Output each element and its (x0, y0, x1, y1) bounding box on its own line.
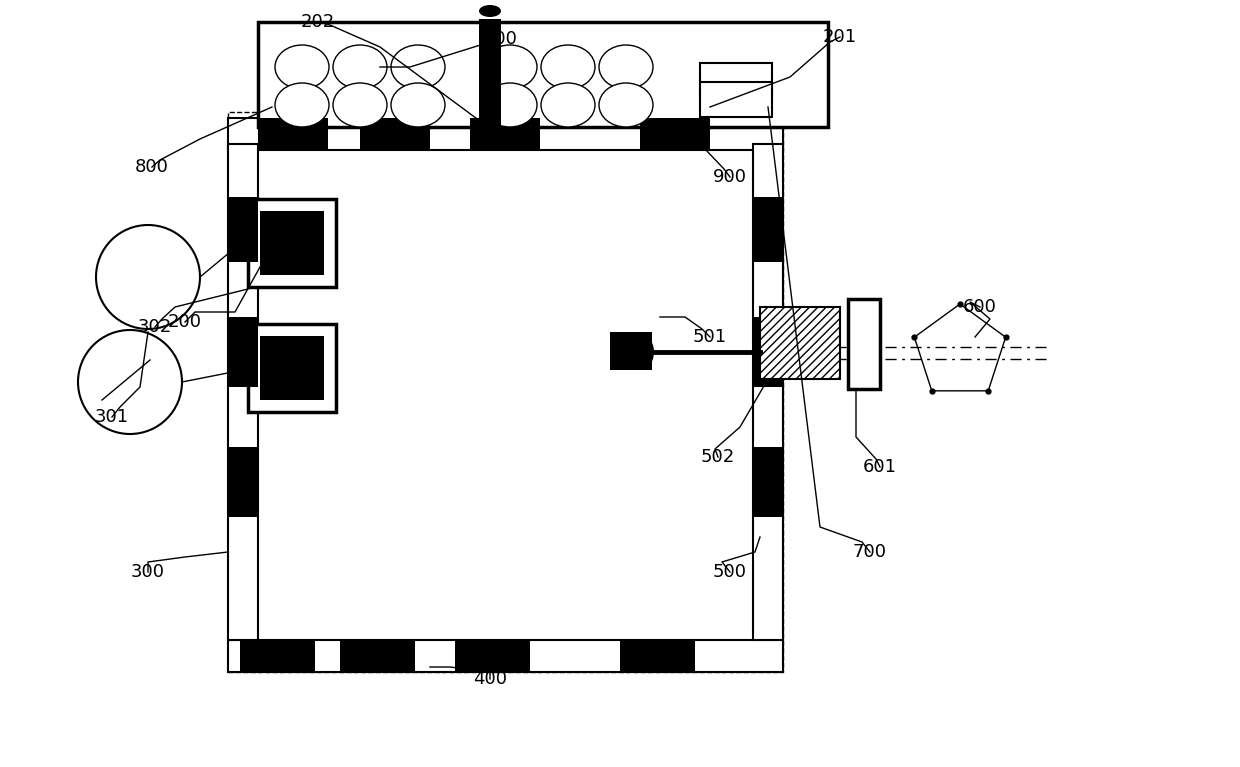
Circle shape (95, 225, 200, 329)
Bar (701, 63, 773, 98)
Bar (260, 211, 324, 275)
Text: 301: 301 (95, 408, 129, 426)
Ellipse shape (541, 83, 595, 127)
Bar (228, 640, 782, 672)
Bar (753, 197, 782, 262)
Bar (228, 144, 258, 640)
Bar (228, 317, 258, 387)
Ellipse shape (484, 45, 537, 89)
Text: 501: 501 (693, 328, 727, 346)
Bar (753, 144, 782, 640)
Bar (753, 447, 782, 517)
Ellipse shape (391, 45, 445, 89)
Text: 500: 500 (713, 563, 746, 581)
Ellipse shape (334, 45, 387, 89)
Bar (228, 447, 258, 517)
Text: 600: 600 (963, 298, 997, 316)
Bar (228, 197, 258, 262)
Ellipse shape (636, 337, 653, 367)
Ellipse shape (391, 83, 445, 127)
Ellipse shape (599, 83, 653, 127)
Bar (258, 22, 828, 127)
Ellipse shape (541, 45, 595, 89)
Ellipse shape (479, 5, 501, 17)
Bar (455, 640, 529, 672)
Text: 400: 400 (472, 670, 507, 688)
Text: 700: 700 (853, 543, 887, 561)
Text: 100: 100 (484, 30, 517, 48)
Text: 302: 302 (138, 318, 172, 336)
Text: 202: 202 (301, 13, 335, 31)
Circle shape (78, 330, 182, 434)
Ellipse shape (484, 83, 537, 127)
Text: 201: 201 (823, 28, 857, 46)
Bar (248, 199, 336, 287)
Bar (248, 324, 336, 412)
Text: 800: 800 (135, 158, 169, 176)
Bar (640, 118, 711, 150)
Text: 200: 200 (167, 313, 202, 331)
Bar (360, 118, 430, 150)
Bar (340, 640, 415, 672)
Ellipse shape (275, 45, 329, 89)
Bar (479, 19, 501, 149)
Bar (470, 118, 539, 150)
Bar (228, 112, 782, 672)
Text: 502: 502 (701, 448, 735, 466)
Bar (848, 299, 880, 389)
Text: 300: 300 (131, 563, 165, 581)
Ellipse shape (599, 45, 653, 89)
Text: 900: 900 (713, 168, 746, 186)
Bar (260, 336, 324, 400)
Bar (753, 317, 782, 387)
Bar (228, 118, 782, 150)
Ellipse shape (334, 83, 387, 127)
Bar (760, 307, 839, 379)
Bar (620, 640, 694, 672)
Bar (610, 332, 652, 370)
Bar (258, 118, 329, 150)
Bar (701, 82, 773, 117)
Text: 601: 601 (863, 458, 897, 476)
Ellipse shape (275, 83, 329, 127)
Bar (241, 640, 315, 672)
